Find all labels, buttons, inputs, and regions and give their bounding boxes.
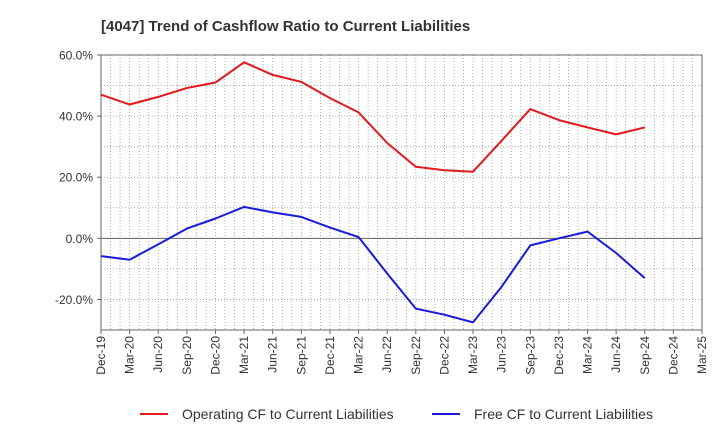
x-tick-label: Dec-19 [94, 336, 108, 375]
y-tick-label: 60.0% [59, 49, 93, 63]
y-tick-label: 40.0% [59, 110, 93, 124]
x-tick-label: Dec-23 [552, 336, 566, 375]
x-tick-label: Mar-22 [352, 336, 366, 374]
x-tick-label: Dec-20 [208, 336, 222, 375]
x-tick-label: Mar-21 [237, 336, 251, 374]
y-tick-label: 20.0% [59, 171, 93, 185]
x-tick-label: Sep-21 [294, 336, 308, 375]
plot-area-border [100, 54, 703, 331]
axes: 60.0% 40.0% 20.0% 0.0% -20.0% Dec-19 Mar-20 Jun… [55, 49, 709, 375]
x-tick-label: Sep-22 [409, 336, 423, 375]
x-tick-label: Mar-25 [695, 336, 709, 374]
x-tick-label: Sep-23 [523, 336, 537, 375]
x-tick-label: Sep-20 [180, 336, 194, 375]
y-tick-label: 0.0% [66, 232, 94, 246]
y-tick-label: -20.0% [55, 293, 93, 307]
series-lines [100, 61, 646, 324]
x-tick-label: Mar-23 [466, 336, 480, 374]
chart-title: [4047] Trend of Cashflow Ratio to Curren… [101, 18, 470, 35]
legend-label-1: Operating CF to Current Liabilities [182, 406, 394, 422]
x-tick-label: Jun-20 [151, 336, 165, 373]
x-tick-label: Sep-24 [638, 336, 652, 375]
x-tick-label: Dec-22 [437, 336, 451, 375]
x-tick-label: Dec-21 [323, 336, 337, 375]
legend: Operating CF to Current Liabilities Free … [140, 406, 653, 422]
x-tick-label: Jun-24 [609, 336, 623, 373]
x-tick-label: Mar-20 [123, 336, 137, 374]
x-tick-label: Jun-21 [266, 336, 280, 373]
x-tick-label: Jun-23 [495, 336, 509, 373]
x-tick-label: Mar-24 [581, 336, 595, 374]
legend-label-2: Free CF to Current Liabilities [474, 406, 653, 422]
series-line-1 [100, 61, 646, 173]
x-tick-label: Jun-22 [380, 336, 394, 373]
series-line-2 [100, 205, 646, 324]
x-tick-label: Dec-24 [666, 336, 680, 375]
grid-lines [101, 54, 702, 331]
